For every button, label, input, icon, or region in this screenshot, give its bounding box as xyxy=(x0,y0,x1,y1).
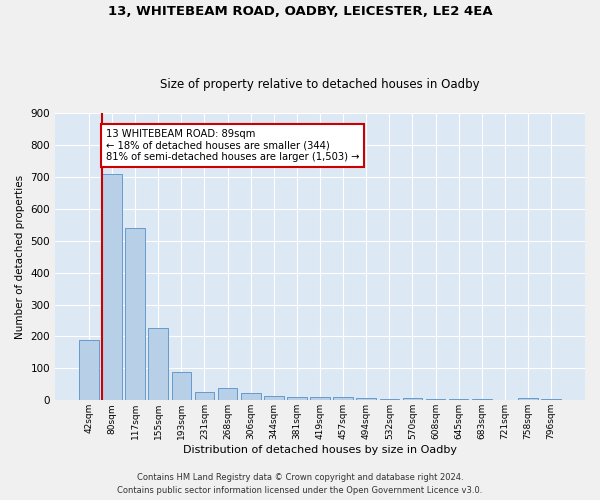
Bar xyxy=(310,397,330,400)
X-axis label: Distribution of detached houses by size in Oadby: Distribution of detached houses by size … xyxy=(183,445,457,455)
Bar xyxy=(287,397,307,400)
Bar xyxy=(472,399,491,400)
Bar xyxy=(426,398,445,400)
Bar xyxy=(356,398,376,400)
Bar xyxy=(449,398,469,400)
Bar xyxy=(518,398,538,400)
Bar xyxy=(541,399,561,400)
Bar xyxy=(218,388,238,400)
Bar xyxy=(172,372,191,400)
Bar xyxy=(241,394,260,400)
Bar xyxy=(264,396,284,400)
Text: Contains HM Land Registry data © Crown copyright and database right 2024.
Contai: Contains HM Land Registry data © Crown c… xyxy=(118,474,482,495)
Bar xyxy=(380,398,399,400)
Bar xyxy=(334,397,353,400)
Bar xyxy=(403,398,422,400)
Bar xyxy=(79,340,99,400)
Title: Size of property relative to detached houses in Oadby: Size of property relative to detached ho… xyxy=(160,78,480,91)
Y-axis label: Number of detached properties: Number of detached properties xyxy=(15,174,25,338)
Text: 13 WHITEBEAM ROAD: 89sqm
← 18% of detached houses are smaller (344)
81% of semi-: 13 WHITEBEAM ROAD: 89sqm ← 18% of detach… xyxy=(106,129,359,162)
Bar xyxy=(148,328,168,400)
Text: 13, WHITEBEAM ROAD, OADBY, LEICESTER, LE2 4EA: 13, WHITEBEAM ROAD, OADBY, LEICESTER, LE… xyxy=(107,5,493,18)
Bar xyxy=(125,228,145,400)
Bar xyxy=(102,174,122,400)
Bar xyxy=(194,392,214,400)
